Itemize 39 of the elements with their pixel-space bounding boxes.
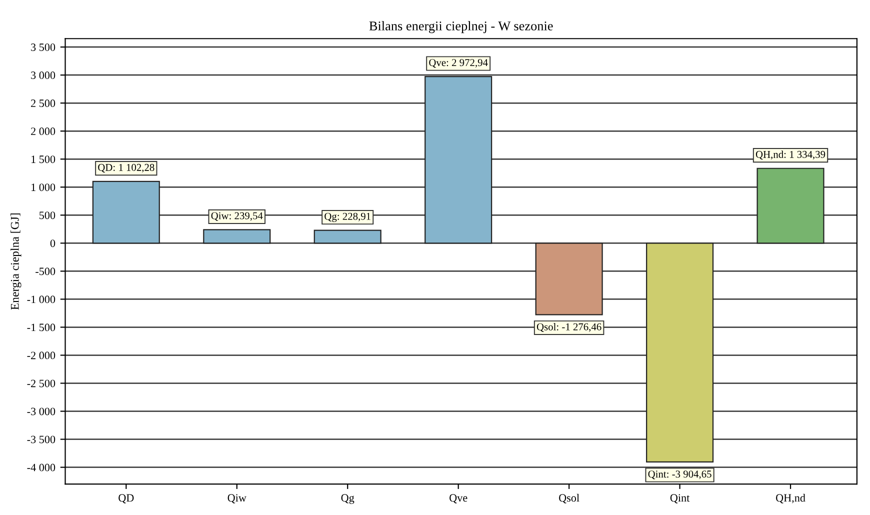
bar	[646, 242, 714, 462]
x-tick-label: Qiw	[228, 494, 246, 504]
bar	[424, 76, 492, 244]
y-tick-label: -500	[36, 268, 56, 276]
x-tick-label: Qg	[341, 494, 354, 504]
y-tick-label: -1 500	[27, 324, 56, 332]
data-label: QD: 1 102,28	[98, 164, 154, 173]
data-label: QH,nd: 1 334,39	[756, 150, 826, 160]
bar	[203, 229, 271, 244]
bar	[92, 180, 160, 244]
data-label: Qiw: 239,54	[211, 212, 263, 221]
x-tick-label: QH,nd	[776, 494, 806, 504]
y-tick-label: -3 500	[27, 436, 56, 444]
bar	[756, 168, 824, 244]
y-tick-label: -4 000	[27, 464, 56, 472]
y-tick-label: 0	[50, 240, 56, 248]
y-axis-title: Energia cieplna [GJ]	[10, 214, 22, 310]
x-tick-label: QD	[118, 494, 134, 504]
y-tick-label: 2 000	[31, 128, 56, 136]
data-label: Qve: 2 972,94	[429, 59, 488, 68]
y-tick-label: 1 000	[32, 184, 56, 192]
y-tick-label: 2 500	[31, 100, 56, 108]
y-tick-label: 3 000	[31, 72, 56, 80]
data-label: Qint: -3 904,65	[648, 470, 712, 480]
y-tick-label: -2 000	[27, 352, 56, 360]
y-tick-label: 500	[40, 212, 56, 220]
x-tick-label: Qsol	[559, 494, 580, 504]
data-label: Qg: 228,91	[324, 212, 370, 222]
y-tick-label: -1 000	[27, 296, 56, 304]
y-tick-label: -2 500	[27, 380, 56, 388]
data-label: Qsol: -1 276,46	[536, 323, 602, 332]
x-tick-label: Qve	[450, 494, 468, 504]
x-tick-label: Qint	[670, 494, 690, 504]
y-tick-label: 3 500	[31, 43, 56, 51]
bar	[535, 242, 603, 316]
bar	[314, 230, 382, 244]
y-tick-label: -3 000	[27, 408, 56, 416]
chart-title: Bilans energii cieplnej - W sezonie	[369, 21, 553, 34]
y-tick-label: 1 500	[32, 156, 56, 164]
